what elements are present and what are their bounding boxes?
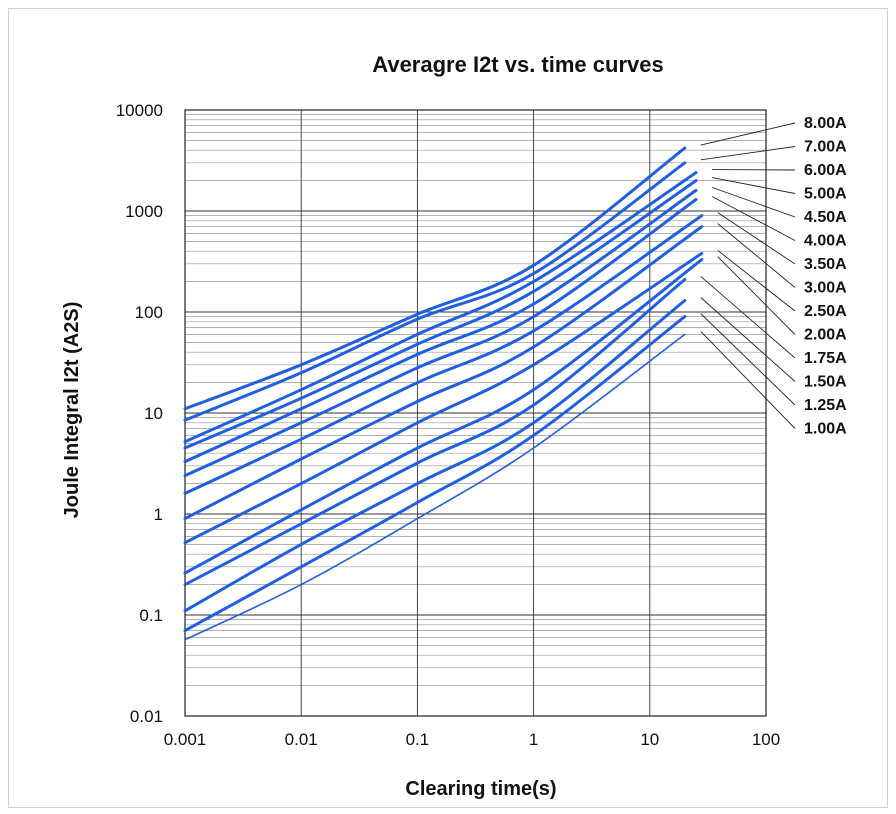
x-tick-labels: 0.001 0.01 0.1 1 10 100 [164, 730, 780, 749]
y-tick-label: 10 [144, 404, 163, 423]
x-tick-label: 0.01 [285, 730, 318, 749]
chart-frame [8, 8, 888, 808]
legend-leader-line [700, 122, 796, 146]
legend-label: 4.00A [804, 233, 847, 250]
series-line-5-00a [183, 179, 698, 450]
legend-label: 1.25A [804, 397, 847, 414]
legend-leader-line [700, 313, 796, 406]
x-tick-label: 10 [640, 730, 659, 749]
legend-label: 1.50A [804, 374, 847, 391]
legend-leader-line [700, 331, 796, 429]
legend-leader-line [711, 186, 796, 218]
y-tick-label: 0.1 [139, 606, 163, 625]
legend-leader-line [717, 212, 796, 265]
legend-leader-line [700, 276, 796, 359]
legend-label: 3.00A [804, 280, 847, 297]
legend-leader-lines [700, 122, 796, 429]
legend-leader-line [700, 297, 796, 382]
legend-leader-line [711, 196, 796, 241]
x-tick-label: 0.1 [406, 730, 430, 749]
legend: 8.00A 7.00A 6.00A 5.00A 4.50A 4.00A 3.50A 3.00A… [804, 115, 847, 438]
y-tick-label: 10000 [116, 101, 163, 120]
x-tick-label: 100 [752, 730, 780, 749]
legend-label: 7.00A [804, 139, 847, 156]
legend-label: 1.00A [804, 421, 847, 438]
series-line-8-00a [183, 146, 687, 411]
x-tick-label: 1 [529, 730, 538, 749]
series-line-2-50a [183, 251, 704, 545]
series-line-6-00a [183, 171, 698, 444]
series-line-1-00a [184, 333, 686, 641]
plot-area-border [184, 109, 767, 717]
y-axis-label: Joule Integral I2t (A2S) [61, 302, 83, 519]
legend-label: 2.50A [804, 303, 847, 320]
series-line-3-50a [183, 214, 704, 495]
legend-label: 3.50A [804, 256, 847, 273]
legend-leader-line [711, 177, 796, 194]
legend-leader-line [717, 256, 796, 335]
series-line-1-50a [183, 299, 687, 613]
legend-label: 4.50A [804, 209, 847, 226]
legend-leader-line [700, 146, 796, 161]
series-line-4-50a [183, 188, 698, 464]
series-line-2-00a [183, 258, 704, 575]
legend-label: 2.00A [804, 327, 847, 344]
y-tick-label: 1000 [125, 202, 163, 221]
series-line-3-00a [183, 225, 704, 521]
x-tick-label: 0.001 [164, 730, 207, 749]
legend-label: 8.00A [804, 115, 847, 132]
series-lines [183, 146, 704, 641]
legend-label: 6.00A [804, 162, 847, 179]
y-tick-label: 100 [135, 303, 163, 322]
series-line-1-75a [183, 278, 687, 587]
series-line-7-00a [183, 161, 687, 422]
y-tick-labels: 0.01 0.1 1 10 100 1000 10000 [116, 101, 163, 726]
chart-title: Averagre I2t vs. time curves [372, 52, 663, 77]
series-line-4-00a [183, 198, 698, 478]
y-tick-label: 1 [154, 505, 163, 524]
legend-label: 1.75A [804, 350, 847, 367]
x-axis-label: Clearing time(s) [405, 778, 556, 800]
legend-leader-line [717, 250, 796, 312]
y-tick-label: 0.01 [130, 707, 163, 726]
series-line-1-25a [183, 315, 687, 633]
legend-label: 5.00A [804, 186, 847, 203]
legend-leader-line [717, 223, 796, 288]
